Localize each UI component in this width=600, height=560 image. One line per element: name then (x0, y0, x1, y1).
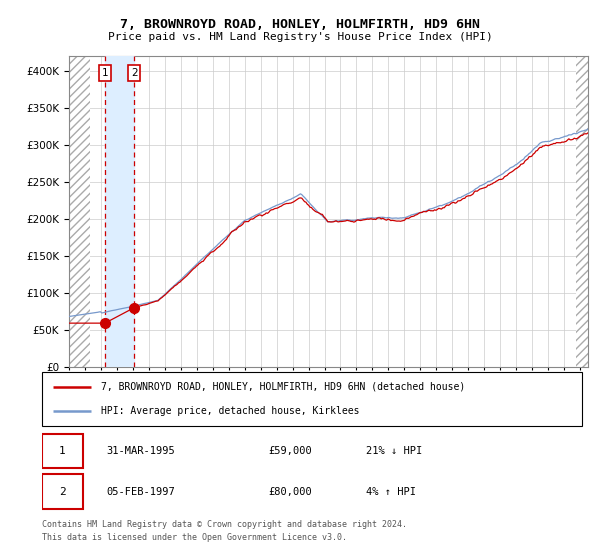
Text: 1: 1 (101, 68, 108, 78)
Text: 1: 1 (59, 446, 65, 456)
Text: This data is licensed under the Open Government Licence v3.0.: This data is licensed under the Open Gov… (42, 533, 347, 542)
Bar (105, 56, 134, 367)
Text: £59,000: £59,000 (269, 446, 313, 456)
Text: 21% ↓ HPI: 21% ↓ HPI (366, 446, 422, 456)
Bar (69, 56, 90, 367)
Text: 2: 2 (131, 68, 137, 78)
Text: 4% ↑ HPI: 4% ↑ HPI (366, 487, 416, 497)
Text: 7, BROWNROYD ROAD, HONLEY, HOLMFIRTH, HD9 6HN (detached house): 7, BROWNROYD ROAD, HONLEY, HOLMFIRTH, HD… (101, 382, 466, 392)
FancyBboxPatch shape (42, 433, 83, 468)
FancyBboxPatch shape (42, 474, 83, 509)
Text: 31-MAR-1995: 31-MAR-1995 (107, 446, 176, 456)
Bar (576, 56, 588, 367)
Text: 05-FEB-1997: 05-FEB-1997 (107, 487, 176, 497)
Text: Price paid vs. HM Land Registry's House Price Index (HPI): Price paid vs. HM Land Registry's House … (107, 32, 493, 42)
Text: £80,000: £80,000 (269, 487, 313, 497)
Text: HPI: Average price, detached house, Kirklees: HPI: Average price, detached house, Kirk… (101, 406, 360, 416)
FancyBboxPatch shape (42, 372, 582, 426)
Text: 2: 2 (59, 487, 65, 497)
Text: 7, BROWNROYD ROAD, HONLEY, HOLMFIRTH, HD9 6HN: 7, BROWNROYD ROAD, HONLEY, HOLMFIRTH, HD… (120, 18, 480, 31)
Text: Contains HM Land Registry data © Crown copyright and database right 2024.: Contains HM Land Registry data © Crown c… (42, 520, 407, 529)
